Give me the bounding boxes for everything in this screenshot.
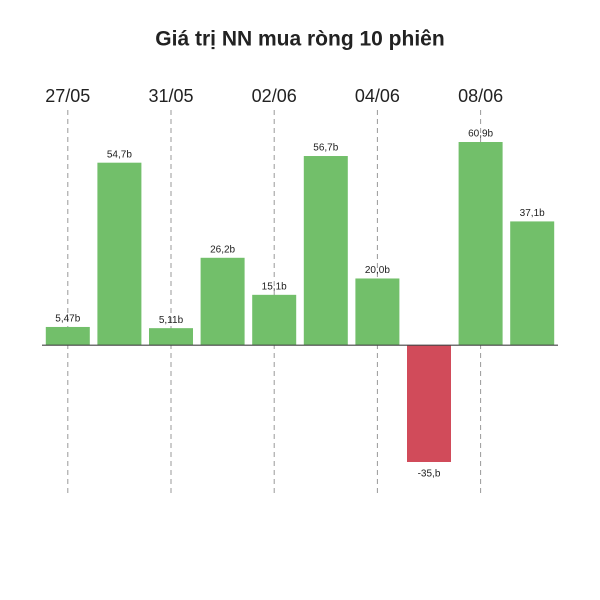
bar	[200, 257, 245, 346]
bar	[355, 278, 400, 346]
bar	[458, 142, 503, 346]
bar	[407, 345, 451, 462]
value-label: -35,b	[418, 469, 441, 480]
bar	[97, 162, 142, 346]
value-label: 60,9b	[468, 129, 493, 140]
bar	[303, 156, 348, 346]
x-tick-label: 02/06	[252, 86, 297, 106]
x-tick-label: 27/05	[45, 86, 90, 106]
bar	[252, 294, 297, 346]
x-tick-label: 04/06	[355, 86, 400, 106]
value-label: 26,2b	[210, 244, 235, 255]
value-label: 37,1b	[520, 208, 545, 219]
value-label: 5,11b	[159, 315, 184, 326]
value-label: 56,7b	[313, 143, 338, 154]
x-tick-label: 31/05	[148, 86, 193, 106]
value-label: 5,47b	[55, 314, 80, 325]
bar	[510, 221, 555, 346]
bar	[45, 326, 90, 346]
chart-title: Giá trị NN mua ròng 10 phiên	[155, 28, 444, 51]
x-tick-label: 08/06	[458, 86, 503, 106]
value-label: 54,7b	[107, 149, 132, 160]
value-label: 20,0b	[365, 265, 390, 276]
value-label: 15,1b	[262, 281, 287, 292]
bar	[149, 328, 193, 346]
